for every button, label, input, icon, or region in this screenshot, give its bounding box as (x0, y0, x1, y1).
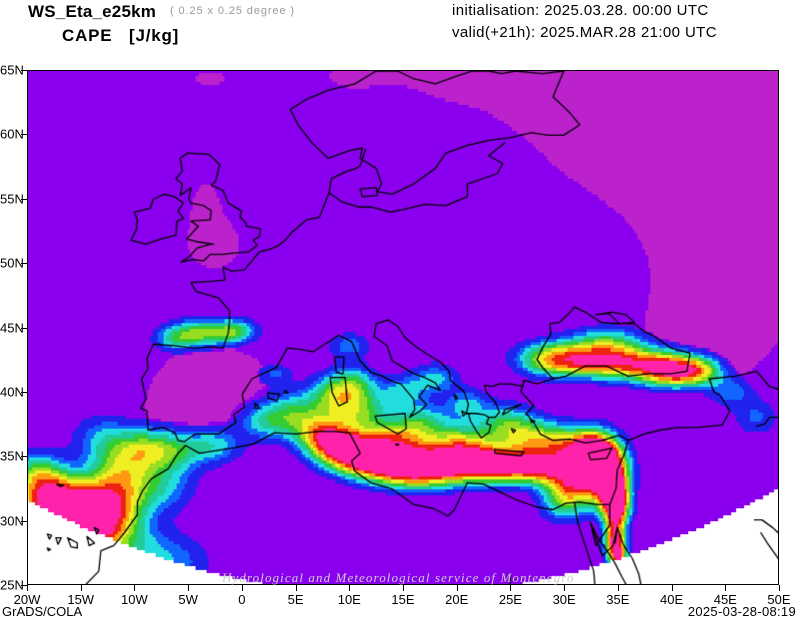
x-axis-label: 0 (238, 592, 246, 607)
model-resolution: ( 0.25 x 0.25 degree ) (170, 5, 295, 17)
x-axis-tick (80, 585, 82, 591)
grads-credit: GrADS/COLA (2, 604, 83, 619)
valid-time: valid(+21h): 2025.MAR.28 21:00 UTC (452, 24, 717, 41)
x-axis-label: 40E (659, 592, 684, 607)
cape-heatmap-canvas (28, 71, 778, 584)
y-axis-label: 65N (0, 62, 24, 78)
x-axis-tick (349, 585, 351, 591)
y-axis-label: 35N (0, 448, 24, 464)
x-axis-tick (188, 585, 190, 591)
x-axis-tick (671, 585, 673, 591)
y-axis-tick (21, 134, 27, 136)
y-axis-label: 50N (0, 255, 24, 271)
y-axis-label: 45N (0, 320, 24, 335)
x-axis-label: 15E (391, 592, 415, 607)
y-axis-label: 55N (0, 191, 24, 207)
y-axis-tick (21, 70, 27, 71)
x-axis-label: 10W (121, 592, 148, 607)
x-axis-label: 10E (337, 592, 361, 607)
x-axis-tick (403, 585, 404, 591)
y-axis-tick (21, 456, 27, 458)
x-axis-label: 25E (498, 592, 522, 607)
x-axis-tick (456, 585, 458, 591)
generation-timestamp: 2025-03-28-08:19 (687, 604, 796, 619)
y-axis-label: 30N (0, 513, 24, 529)
x-axis-label: 35E (606, 592, 630, 607)
model-name: WS_Eta_e25km (28, 2, 157, 21)
x-axis-label: 45E (713, 592, 737, 607)
x-axis-label: 5W (178, 592, 198, 607)
y-axis-label: 25N (0, 577, 24, 593)
x-axis-label: 20E (445, 592, 469, 607)
x-axis-tick (725, 585, 727, 591)
x-axis-tick (617, 585, 619, 591)
field-name-units: CAPE [J/kg] (62, 26, 180, 45)
y-axis-tick (21, 263, 27, 265)
y-axis-tick (21, 327, 27, 329)
x-axis-tick (241, 585, 243, 591)
x-axis-tick (510, 585, 512, 591)
x-axis-label: 20W (13, 592, 41, 607)
y-axis-tick (21, 198, 27, 200)
y-axis-tick (21, 520, 27, 522)
x-axis-tick (779, 585, 780, 591)
y-axis-label: 60N (0, 126, 24, 142)
x-axis-label: 15W (67, 592, 95, 607)
x-axis-label: 30E (552, 592, 576, 607)
x-axis-tick (295, 585, 297, 591)
x-axis-tick (564, 585, 566, 591)
x-axis-label: 50E (767, 592, 791, 607)
x-axis-label: 5E (287, 592, 304, 607)
y-axis-label: 40N (0, 384, 24, 400)
x-axis-tick (134, 585, 136, 591)
x-axis-tick (27, 585, 28, 591)
y-axis-tick (21, 585, 27, 586)
y-axis-tick (21, 391, 27, 393)
watermark-text: Hydrological and Meteorological service … (222, 570, 575, 585)
header: WS_Eta_e25km ( 0.25 x 0.25 degree ) CAPE… (0, 0, 800, 56)
map-plot-area (27, 70, 779, 585)
initialisation-time: initialisation: 2025.03.28. 00:00 UTC (452, 2, 709, 19)
